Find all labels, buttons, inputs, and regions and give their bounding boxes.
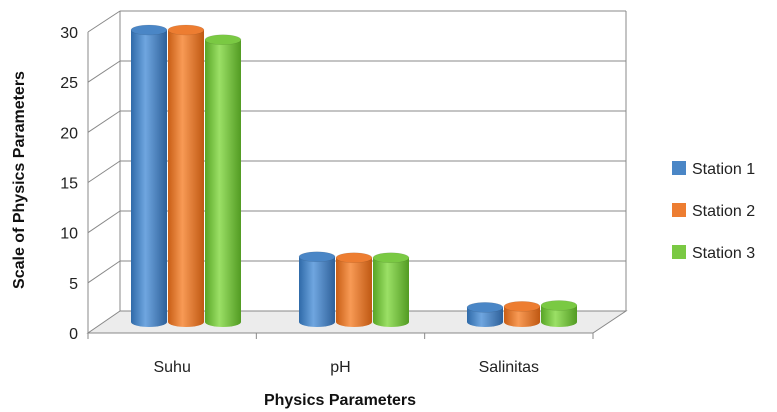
- y-tick-label: 0: [69, 326, 78, 343]
- y-tick-label: 10: [60, 226, 78, 243]
- x-axis-title: Physics Parameters: [264, 392, 416, 409]
- bar-suhu-station-3: [204, 34, 242, 327]
- bars: [130, 24, 578, 327]
- bar-salinitas-station-2: [503, 301, 541, 327]
- y-tick-label: 30: [60, 25, 78, 42]
- gridline-side: [87, 110, 121, 133]
- bar-suhu-station-1: [130, 24, 168, 327]
- y-axis-title: Scale of Physics Parameters: [11, 71, 28, 289]
- y-tick-label: 20: [60, 125, 78, 142]
- legend-swatch-station-1: [672, 161, 686, 175]
- bar-salinitas-station-1: [466, 302, 504, 327]
- y-tick-label: 5: [69, 276, 78, 293]
- gridline-side: [87, 10, 121, 33]
- legend: Station 1 Station 2 Station 3: [672, 161, 755, 262]
- bar-ph-station-2: [335, 252, 373, 327]
- legend-label-station-1: Station 1: [692, 161, 755, 178]
- bar-suhu-station-2: [167, 24, 205, 327]
- y-tick-label: 25: [60, 75, 78, 92]
- gridlines: [87, 10, 626, 339]
- legend-label-station-3: Station 3: [692, 245, 755, 262]
- bar-salinitas-station-3: [540, 300, 578, 327]
- gridline-side: [87, 60, 121, 83]
- y-axis-ticks: 0 5 10 15 20 25 30: [60, 25, 78, 343]
- x-tick-label: Salinitas: [479, 359, 539, 376]
- gridline-side: [87, 260, 121, 284]
- gridline-side: [87, 160, 121, 183]
- bar-ph-station-3: [372, 252, 410, 327]
- x-axis-ticks: Suhu pH Salinitas: [153, 359, 539, 376]
- y-tick-label: 15: [60, 176, 78, 193]
- x-tick-label: Suhu: [153, 359, 190, 376]
- legend-swatch-station-3: [672, 245, 686, 259]
- x-tick-label: pH: [330, 359, 350, 376]
- legend-swatch-station-2: [672, 203, 686, 217]
- legend-label-station-2: Station 2: [692, 203, 755, 220]
- gridline-side: [87, 210, 121, 234]
- bar-ph-station-1: [298, 251, 336, 327]
